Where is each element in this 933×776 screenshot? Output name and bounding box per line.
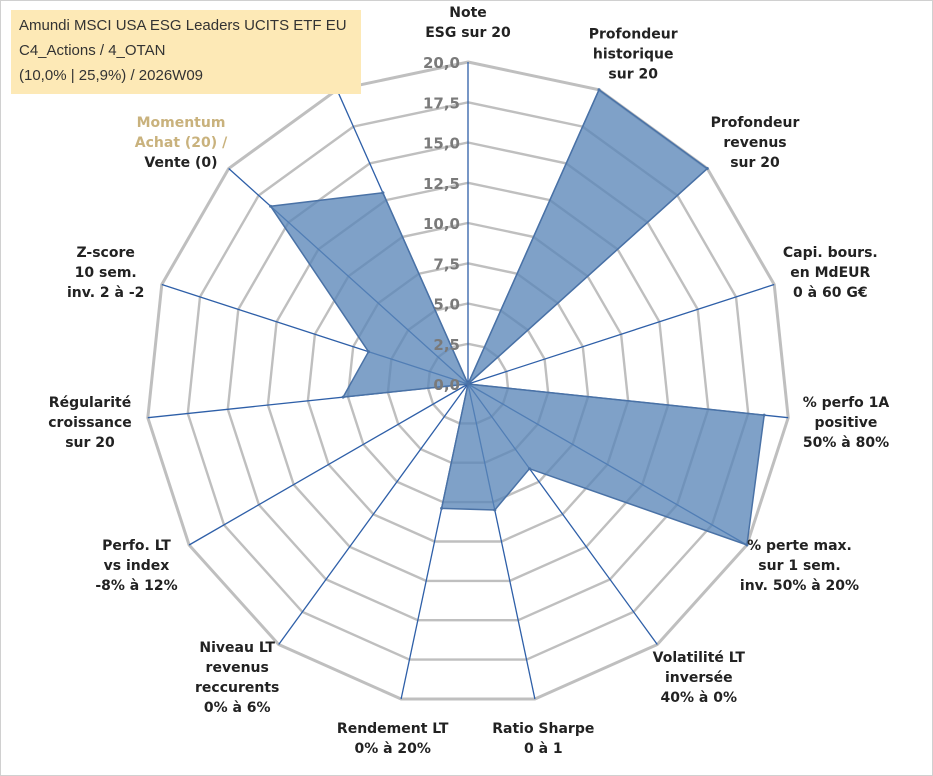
axis-label-9-line-1: revenus [206,660,269,676]
axis-label-2-line-0: Profondeur [711,115,800,131]
axis-label-0-line-0: Note [449,5,487,21]
tick-label-2: 5,0 [433,296,460,314]
axis-label-5-line-1: sur 1 sem. [758,558,840,574]
axis-label-10-line-1: vs index [104,558,170,574]
series-area [269,88,766,547]
tick-label-3: 7,5 [433,255,460,273]
axis-label-9: Niveau LT revenus reccurents 0% à 6% [195,640,279,716]
axis-label-6-line-1: inversée [665,670,733,686]
grid-ring-4 [306,221,630,543]
axis-label-12: Z-score 10 sem. inv. 2 à -2 [67,245,144,301]
data-point-6 [528,467,531,471]
axis-label-3: Capi. bours. en MdEUR 0 à 60 G€ [783,245,878,301]
axis-label-2-line-1: revenus [723,135,786,151]
axis-label-1-line-2: sur 20 [608,66,658,82]
axis-label-6: Volatilité LT inversée 40% à 0% [653,650,746,706]
data-point-1 [597,88,601,92]
tick-label-8: 20,0 [423,54,460,72]
grid-ring-6 [226,141,710,622]
axis-label-4-line-2: 50% à 80% [803,435,889,451]
axis-label-0: Note ESG sur 20 [425,5,511,41]
axis-label-1: Profondeur historique sur 20 [589,26,678,82]
axis-label-12-line-0: Z-score [77,245,135,261]
axis-label-1-line-0: Profondeur [589,26,678,42]
tick-label-5: 12,5 [423,175,460,193]
data-point-10 [466,382,470,386]
spoke-10 [188,383,469,546]
radar-grid [146,60,790,701]
axis-label-8: Rendement LT 0% à 20% [337,721,449,757]
data-point-4 [762,413,766,417]
data-point-7 [493,508,497,512]
spoke-9 [278,383,469,645]
axis-label-7: Ratio Sharpe 0 à 1 [492,721,594,757]
axis-label-11: Régularité croissance sur 20 [48,395,132,451]
tick-label-0: 0,0 [433,376,460,394]
axis-label-13-line-1: Achat (20) / [135,135,228,151]
axis-label-11-line-0: Régularité [49,395,131,411]
axis-label-11-line-1: croissance [48,415,132,431]
axis-label-11-line-2: sur 20 [65,435,115,451]
axis-label-3-line-1: en MdEUR [790,265,870,281]
axis-label-2: Profondeur revenus sur 20 [711,115,800,171]
axis-label-8-line-0: Rendement LT [337,721,449,737]
title-line-stats: (10,0% | 25,9%) / 2026W09 [19,67,203,84]
axis-label-1-line-1: historique [593,46,674,62]
grid-ring-7 [186,101,750,661]
axis-label-3-line-2: 0 à 60 G€ [793,285,868,301]
axis-label-10-line-0: Perfo. LT [102,538,171,554]
axis-label-10-line-2: -8% à 12% [95,578,177,594]
tick-label-4: 10,0 [423,215,460,233]
axis-label-13-line-2: Vente (0) [144,155,217,171]
data-point-11 [341,395,345,399]
axis-label-7-line-0: Ratio Sharpe [492,721,594,737]
axis-label-6-line-2: 40% à 0% [661,690,737,706]
tick-label-1: 2,5 [433,336,460,354]
spoke-3 [467,283,775,385]
axis-label-4: % perfo 1A positive 50% à 80% [803,395,890,451]
axis-label-12-line-1: 10 sem. [75,265,137,281]
axis-label-5-line-2: inv. 50% à 20% [740,578,859,594]
axis-label-2-line-2: sur 20 [730,155,780,171]
data-point-2 [705,167,709,170]
axis-label-5-line-0: % perte max. [747,538,852,554]
axis-label-3-line-0: Capi. bours. [783,245,878,261]
title-line-category: C4_Actions / 4_OTAN [19,42,166,59]
tick-label-6: 15,0 [423,135,460,153]
axis-label-0-line-1: ESG sur 20 [425,25,511,41]
axis-label-9-line-3: 0% à 6% [204,700,271,716]
data-point-13 [269,204,273,208]
tick-label-7: 17,5 [423,94,460,112]
radial-tick-labels: 0,0 2,5 5,0 7,5 10,0 12,5 15,0 17,5 20,0 [423,54,460,394]
axis-labels: Note ESG sur 20 Profondeur historique sur 20… [48,5,889,757]
axis-label-13: Momentum Achat (20) / Vente (0) [135,115,228,171]
axis-label-9-line-2: reccurents [195,680,279,696]
radar-series [269,88,766,547]
axis-label-4-line-1: positive [815,415,878,431]
grid-ring-5 [266,181,670,583]
axis-label-5: % perte max. sur 1 sem. inv. 50% à 20% [740,538,859,594]
grid-ring-8 [146,60,790,701]
axis-label-9-line-0: Niveau LT [199,640,275,656]
axis-label-7-line-1: 0 à 1 [524,741,563,757]
axis-label-8-line-1: 0% à 20% [354,741,430,757]
title-line-fund: Amundi MSCI USA ESG Leaders UCITS ETF EU [19,17,347,34]
axis-label-13-line-0: Momentum [137,115,226,131]
chart-title-box: Amundi MSCI USA ESG Leaders UCITS ETF EU… [11,10,361,94]
data-point-5 [745,543,749,547]
axis-label-6-line-0: Volatilité LT [653,650,746,666]
axis-label-12-line-2: inv. 2 à -2 [67,285,144,301]
data-point-12 [367,350,370,354]
axis-label-4-line-0: % perfo 1A [803,395,890,411]
data-point-8 [440,506,444,510]
data-point-14 [381,191,385,195]
axis-label-10: Perfo. LT vs index -8% à 12% [95,538,177,594]
